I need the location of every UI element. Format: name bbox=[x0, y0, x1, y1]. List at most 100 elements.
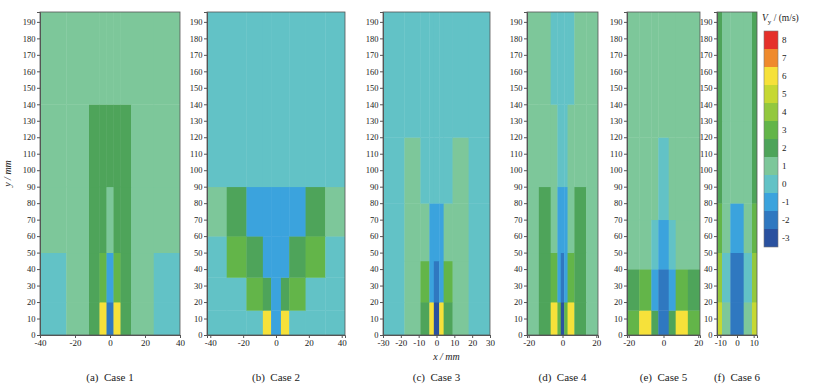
y-tick: 120 bbox=[366, 132, 383, 142]
y-tick-label: 110 bbox=[700, 149, 712, 159]
y-tick: 120 bbox=[190, 132, 207, 142]
y-tick: 30 bbox=[704, 281, 717, 291]
velocity-cell bbox=[281, 12, 290, 187]
y-tick-label: 90 bbox=[704, 182, 713, 192]
y-tick-mark bbox=[524, 236, 527, 237]
velocity-cell bbox=[227, 236, 247, 278]
y-tick: 170 bbox=[23, 50, 40, 60]
y-tick-label: 120 bbox=[366, 132, 379, 142]
y-axis: 0102030405060708090100110120130140150160… bbox=[610, 13, 628, 341]
velocity-cell bbox=[281, 277, 290, 310]
field bbox=[40, 12, 180, 335]
y-tick: 110 bbox=[23, 149, 40, 159]
velocity-cell bbox=[107, 253, 114, 303]
y-tick: 90 bbox=[514, 182, 527, 192]
y-tick: 190 bbox=[610, 17, 627, 27]
velocity-cell bbox=[527, 187, 539, 253]
velocity-cell bbox=[688, 220, 700, 270]
colorbar: 876543210-1-2-3Vy / (m/s) bbox=[762, 13, 799, 247]
y-tick: 80 bbox=[704, 198, 717, 208]
velocity-cell bbox=[306, 187, 326, 237]
field bbox=[383, 12, 490, 335]
y-tick-label: 20 bbox=[194, 297, 203, 307]
velocity-cell bbox=[752, 12, 757, 121]
velocity-cell bbox=[66, 12, 89, 105]
velocity-cell bbox=[568, 104, 575, 187]
y-tick: 10 bbox=[614, 314, 627, 324]
y-tick-label: 130 bbox=[190, 116, 203, 126]
velocity-cell bbox=[561, 187, 565, 253]
panel: -100100102030405060708090100110120130140… bbox=[700, 12, 759, 348]
colorbar-tick-label: 5 bbox=[782, 89, 787, 99]
velocity-cell bbox=[444, 261, 453, 303]
velocity-cell bbox=[574, 253, 586, 303]
y-tick: 140 bbox=[510, 100, 527, 110]
colorbar-tick-label: 6 bbox=[782, 71, 787, 81]
y-tick-mark bbox=[624, 88, 627, 89]
velocity-cell bbox=[557, 12, 561, 105]
y-tick: 170 bbox=[610, 50, 627, 60]
panel: -200200102030405060708090100110120130140… bbox=[510, 12, 602, 348]
y-tick-label: 110 bbox=[190, 149, 202, 159]
y-tick: 90 bbox=[704, 182, 717, 192]
y-tick-label: 30 bbox=[27, 281, 36, 291]
velocity-cell bbox=[429, 12, 434, 138]
velocity-cell bbox=[586, 104, 598, 187]
y-tick: 0 bbox=[31, 330, 40, 340]
y-tick-mark bbox=[204, 203, 207, 204]
x-tick: 0 bbox=[274, 335, 279, 348]
y-tick-mark bbox=[37, 319, 40, 320]
y-tick: 20 bbox=[194, 297, 207, 307]
x-tick-label: 20 bbox=[305, 338, 315, 348]
y-tick-label: 100 bbox=[610, 165, 623, 175]
y-tick-mark bbox=[714, 187, 717, 188]
colorbar-band bbox=[764, 67, 778, 85]
velocity-cell bbox=[420, 261, 429, 303]
y-tick: 170 bbox=[700, 50, 717, 60]
y-tick-mark bbox=[624, 187, 627, 188]
colorbar-tick-label: 4 bbox=[782, 107, 787, 117]
y-tick-mark bbox=[204, 335, 207, 336]
velocity-cell bbox=[469, 302, 490, 335]
y-tick: 130 bbox=[610, 116, 627, 126]
y-tick-mark bbox=[624, 154, 627, 155]
y-tick-label: 130 bbox=[23, 116, 36, 126]
y-tick-label: 120 bbox=[510, 132, 523, 142]
y-tick-mark bbox=[380, 38, 383, 39]
velocity-cell bbox=[271, 187, 281, 237]
x-tick-label: 0 bbox=[274, 338, 279, 348]
velocity-cell bbox=[527, 104, 539, 187]
y-tick-label: 50 bbox=[370, 248, 379, 258]
y-tick-mark bbox=[524, 88, 527, 89]
y-tick-label: 30 bbox=[514, 281, 523, 291]
colorbar-tick-label: 2 bbox=[782, 143, 787, 153]
velocity-cell bbox=[289, 187, 306, 237]
y-tick-mark bbox=[380, 170, 383, 171]
velocity-cell bbox=[651, 220, 658, 270]
y-tick-label: 140 bbox=[366, 100, 379, 110]
y-tick-label: 120 bbox=[23, 132, 36, 142]
x-axis: -20020 bbox=[623, 335, 704, 348]
y-tick-mark bbox=[204, 187, 207, 188]
velocity-cell bbox=[639, 220, 652, 270]
y-tick-mark bbox=[624, 253, 627, 254]
y-tick-label: 160 bbox=[23, 67, 36, 77]
velocity-cell bbox=[669, 12, 676, 138]
y-tick-mark bbox=[524, 220, 527, 221]
velocity-cell bbox=[246, 187, 263, 237]
colorbar-tick-label: -1 bbox=[782, 197, 790, 207]
velocity-cell bbox=[744, 203, 753, 253]
x-tick: 20 bbox=[141, 335, 151, 348]
plot-frame bbox=[207, 12, 345, 335]
velocity-cell bbox=[444, 12, 453, 138]
y-tick-mark bbox=[380, 253, 383, 254]
velocity-cell bbox=[121, 302, 132, 335]
y-tick-mark bbox=[380, 137, 383, 138]
velocity-cell bbox=[651, 269, 658, 311]
velocity-cell bbox=[131, 12, 154, 105]
y-tick: 50 bbox=[704, 248, 717, 258]
y-tick-mark bbox=[37, 121, 40, 122]
y-tick: 120 bbox=[700, 132, 717, 142]
colorbar-band bbox=[764, 175, 778, 193]
velocity-cell bbox=[434, 261, 440, 303]
